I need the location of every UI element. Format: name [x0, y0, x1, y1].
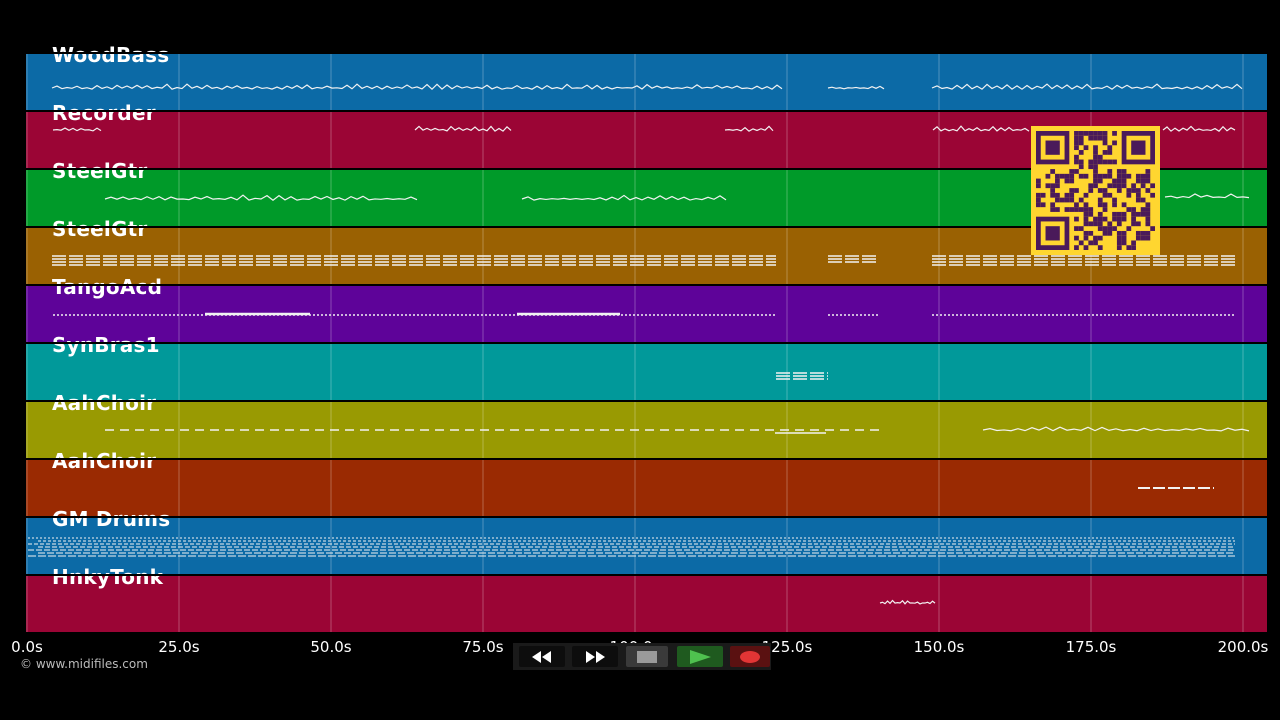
note-marks	[932, 125, 1030, 132]
track-name: Recorder	[52, 101, 156, 125]
tick-label: 75.0s	[462, 638, 504, 656]
note-marks	[51, 83, 783, 90]
note-marks	[724, 125, 774, 132]
note-marks	[931, 83, 1243, 90]
play-button[interactable]	[677, 646, 723, 667]
rewind-button[interactable]	[519, 646, 565, 667]
track-name: SteelGtr	[52, 159, 148, 183]
track-name: HnkyTonk	[52, 565, 164, 589]
tick-label: 25.0s	[158, 638, 200, 656]
tick-label: 50.0s	[310, 638, 352, 656]
track-hnkytonk: HnkyTonk	[26, 565, 1267, 632]
stop-icon	[637, 650, 657, 663]
tick-label: 175.0s	[1065, 638, 1117, 656]
rewind-icon	[532, 650, 551, 663]
track-aahchoir-2: AahChoir	[26, 449, 1267, 516]
play-icon	[690, 649, 711, 664]
note-marks	[521, 194, 727, 201]
track-name: SteelGtr	[52, 217, 148, 241]
tick-label: 125.0s	[761, 638, 813, 656]
stop-button[interactable]	[626, 646, 668, 667]
note-marks	[414, 125, 512, 132]
note-marks	[52, 127, 102, 132]
track-name: AahChoir	[52, 449, 157, 473]
note-marks	[1164, 193, 1250, 199]
track-name: TangoAcd	[52, 275, 163, 299]
track-gm-drums: GM Drums	[26, 507, 1267, 574]
track-name: GM Drums	[52, 507, 171, 531]
track-synbras1: SynBras1	[26, 333, 1267, 400]
note-marks	[879, 599, 936, 605]
track-name: AahChoir	[52, 391, 157, 415]
tick-label: 150.0s	[913, 638, 965, 656]
record-button[interactable]	[730, 646, 770, 667]
qr-code[interactable]	[1031, 126, 1160, 255]
tick-label: 200.0s	[1217, 638, 1269, 656]
note-marks	[104, 194, 418, 201]
credit-text: © www.midifiles.com	[20, 657, 148, 671]
fast-forward-icon	[586, 650, 605, 663]
note-marks	[982, 426, 1250, 432]
transport-bar	[513, 643, 771, 670]
record-icon	[740, 650, 760, 663]
track-name: WoodBass	[52, 43, 170, 67]
note-marks	[1162, 125, 1236, 132]
qr-code-icon	[1036, 131, 1155, 250]
note-marks	[827, 85, 885, 90]
track-name: SynBras1	[52, 333, 160, 357]
fast-forward-button[interactable]	[572, 646, 618, 667]
track-woodbass: WoodBass	[26, 43, 1267, 110]
tick-label: 0.0s	[11, 638, 43, 656]
